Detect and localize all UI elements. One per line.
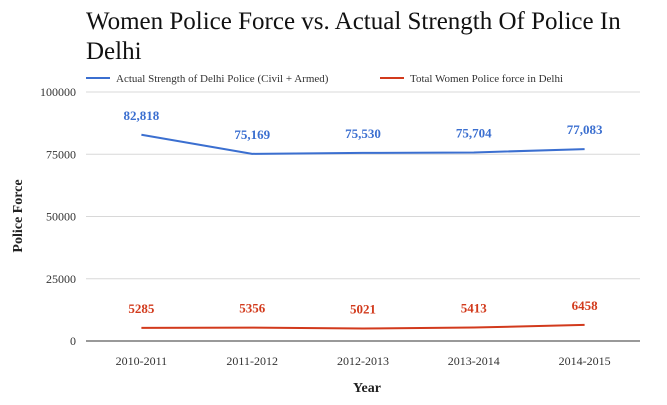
data-label: 5356 xyxy=(239,301,266,316)
y-tick-label: 25000 xyxy=(46,272,76,286)
x-tick-label: 2010-2011 xyxy=(116,354,168,368)
y-tick-label: 50000 xyxy=(46,210,76,224)
gridlines xyxy=(86,91,640,342)
data-label: 77,083 xyxy=(567,122,603,137)
data-label: 75,704 xyxy=(456,125,492,140)
x-tick-label: 2011-2012 xyxy=(226,354,278,368)
x-tick-label: 2013-2014 xyxy=(448,354,500,368)
chart-title-line-2: Delhi xyxy=(86,38,142,65)
series-line-0 xyxy=(141,133,585,155)
data-label: 75,169 xyxy=(234,127,270,142)
x-axis-label: Year xyxy=(353,381,381,396)
y-axis-ticks: 0 25000 50000 75000 100000 xyxy=(40,85,76,348)
data-label: 75,530 xyxy=(345,126,381,141)
chart-title-line-1: Women Police Force vs. Actual Strength O… xyxy=(86,8,621,35)
data-label: 5021 xyxy=(350,301,376,316)
data-label: 6458 xyxy=(572,298,599,313)
x-tick-label: 2012-2013 xyxy=(337,354,389,368)
series-lines xyxy=(141,133,585,330)
data-label: 5285 xyxy=(128,301,155,316)
x-tick-label: 2014-2015 xyxy=(559,354,611,368)
series-line-1 xyxy=(141,323,585,330)
legend-label-women-police: Total Women Police force in Delhi xyxy=(410,73,563,85)
legend-label-actual-strength: Actual Strength of Delhi Police (Civil +… xyxy=(116,73,329,85)
legend: Actual Strength of Delhi Police (Civil +… xyxy=(86,73,563,85)
data-label: 82,818 xyxy=(124,108,160,123)
y-axis-label: Police Force xyxy=(11,179,26,252)
x-axis-ticks: 2010-2011 2011-2012 2012-2013 2013-2014 2014… xyxy=(116,354,611,368)
data-labels: 82,818 75,169 75,530 75,704 77,083 5285 5356 50… xyxy=(124,108,603,317)
y-tick-label: 0 xyxy=(70,334,76,348)
y-tick-label: 75000 xyxy=(46,147,76,161)
data-label: 5413 xyxy=(461,301,488,316)
y-tick-label: 100000 xyxy=(40,85,76,99)
